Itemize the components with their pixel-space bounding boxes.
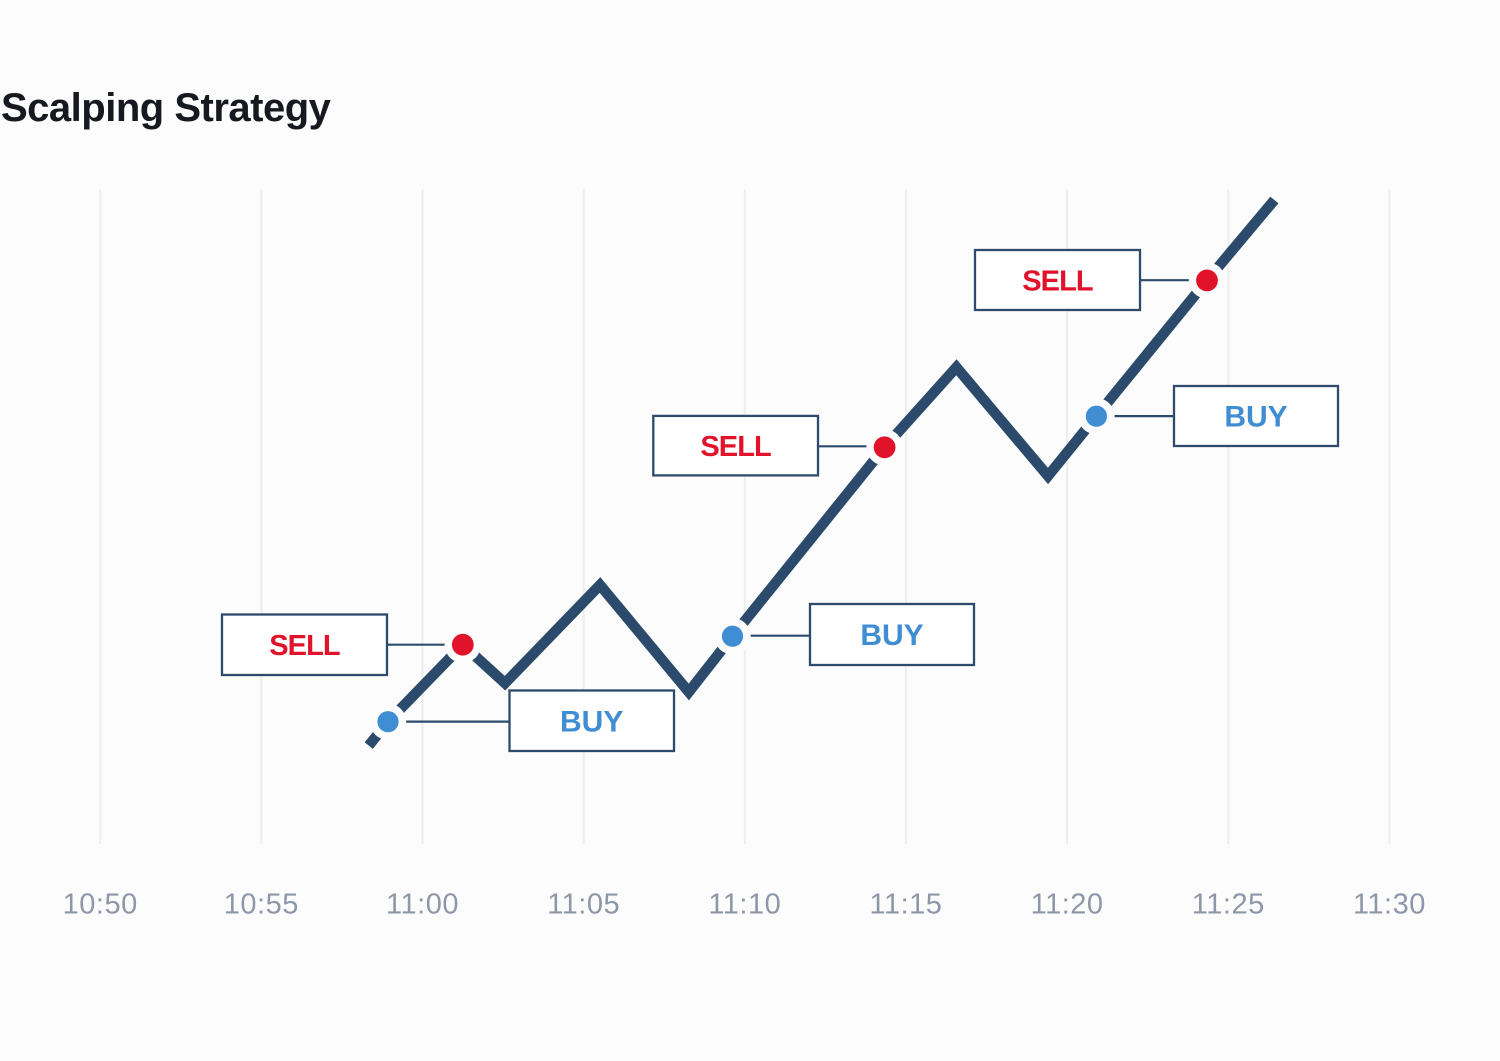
svg-text:SELL: SELL [1022, 266, 1093, 298]
svg-text:11:15: 11:15 [869, 889, 942, 921]
svg-text:BUY: BUY [860, 619, 923, 652]
svg-text:11:10: 11:10 [708, 889, 781, 921]
svg-text:BUY: BUY [1224, 401, 1287, 434]
svg-text:10:55: 10:55 [224, 889, 299, 921]
svg-text:SELL: SELL [269, 630, 340, 662]
svg-text:11:00: 11:00 [386, 889, 459, 921]
svg-text:11:25: 11:25 [1192, 889, 1265, 921]
svg-text:11:30: 11:30 [1353, 889, 1426, 921]
svg-text:Scalping Strategy: Scalping Strategy [1, 86, 332, 130]
svg-text:SELL: SELL [700, 431, 771, 463]
svg-text:11:20: 11:20 [1031, 889, 1104, 921]
svg-text:10:50: 10:50 [63, 889, 138, 921]
svg-text:BUY: BUY [560, 706, 623, 739]
svg-text:11:05: 11:05 [547, 889, 620, 921]
